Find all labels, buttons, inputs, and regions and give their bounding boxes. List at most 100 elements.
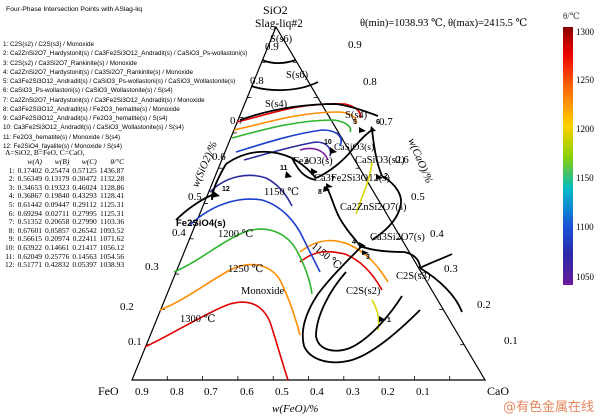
bottom-tick-label: 0.6 [240, 386, 254, 398]
boundary-s6 [261, 59, 297, 64]
legend-item: 8: Ca3Fe2Si3O12_Andradit(s) / Fe2O3_hema… [3, 105, 180, 113]
table-cell: 0.21417 [72, 242, 97, 252]
table-cell: 0.30472 [72, 174, 97, 184]
table-cell: 1436.87 [99, 165, 125, 175]
legend-item: 9: Ca3Fe2Si3O12_Andradit(s) / Fe2O3_hema… [3, 115, 168, 122]
colorbar-tick: 1200 [576, 124, 594, 134]
table-row: 1: 0.17402 0.25474 0.57125 1436.87 [5, 165, 127, 176]
isotherm-1050 [299, 147, 329, 161]
table-cell: 1125.31 [99, 199, 125, 209]
legend-item: 10: Ca3Fe2Si3O12_Andradit(s) / CaSiO3_Wo… [3, 124, 184, 132]
table-cell: 0.20974 [44, 234, 70, 244]
isotherm-1150 [189, 198, 321, 273]
isotherm-1300-outer [144, 301, 289, 381]
boundary-c2s-inner [315, 271, 403, 352]
table-row: 11: 0.62049 0.25776 0.14563 1054.56 [5, 251, 127, 262]
colorbar-tick: 1100 [576, 222, 594, 232]
table-row: 6: 0.69294 0.02711 0.27995 1125.31 [5, 208, 127, 219]
point-label: 12 [222, 186, 230, 193]
table-cell: 1038.93 [99, 260, 125, 270]
legend-item: 5: Ca3Fe2Si3O12_Andradit(s) / CaSiO3_Ps-… [3, 78, 236, 85]
left-tick-labels: 0.1 0.2 0.3 0.4 0.5 0.6 0.7 0.8 0.9 [120, 41, 279, 348]
component-definition: A=SiO2, B=FeO, C=CaO, [5, 148, 85, 157]
point-12-marker [211, 190, 220, 198]
point-2-marker [376, 174, 383, 180]
table-cell: 0.63922 [17, 242, 42, 252]
bottom-tick-label: 0.8 [170, 386, 184, 398]
boundary-12-left [175, 194, 213, 221]
boundary-c2s-s3 [419, 267, 463, 313]
phase-label: C2S(s2) [346, 286, 381, 297]
point-11-marker [285, 171, 292, 178]
point-label: 8 [318, 189, 322, 196]
colorbar-tick: 1050 [576, 272, 594, 282]
colorbar-tick: 1250 [576, 75, 594, 85]
phase-label: S(s6) [270, 34, 293, 45]
phase-label: C2S(s3) [396, 271, 431, 282]
isotherm-yellow-2 [371, 299, 380, 331]
boundary-wollastonite [371, 129, 383, 177]
boundary-s6-s4 [250, 81, 319, 91]
table-cell: 6: [8, 208, 15, 218]
isotherm-1300-right [299, 250, 383, 291]
isotherm-label: 1150 ℃ [264, 187, 299, 198]
watermark: @有色金属在线 [502, 400, 594, 415]
table-cell: 0.56615 [17, 234, 42, 244]
table-cell: 10: [5, 242, 15, 252]
right-tick-label: 0.7 [379, 116, 393, 128]
table-row: 9: 0.56615 0.20974 0.22411 1071.62 [5, 235, 127, 244]
point-label: 9 [305, 159, 309, 166]
table-cell: 0.13179 [44, 174, 70, 184]
point-5-marker [359, 127, 366, 133]
right-tick-label: 0.8 [363, 76, 377, 88]
point-1-marker [379, 316, 386, 322]
table-cell: 1128.86 [99, 182, 125, 192]
bottom-tick-label: 0.9 [135, 386, 149, 398]
isotherm-label: 1250 ℃ [228, 264, 264, 275]
point-label: 1 [387, 317, 391, 324]
phase-label: S(s4) [345, 110, 368, 121]
left-tick-label: 0.3 [145, 261, 159, 273]
table-cell: 0.43293 [72, 191, 97, 201]
table-cell: 9: [8, 234, 15, 244]
point-4-marker [359, 242, 366, 249]
bottom-axis-title: w(FeO)/% [272, 403, 318, 415]
table-cell: 1: [8, 165, 15, 175]
table-cell: 0.19840 [44, 191, 70, 201]
phase-label: CaSiO3(s) [334, 142, 374, 153]
point-10-marker [330, 147, 337, 154]
left-tick-label: 0.9 [265, 41, 279, 53]
legend-item: 3: C2S(s2) / Ca3Si2O7_Rankinite(s) / Mon… [3, 59, 138, 67]
left-tick-label: 0.1 [128, 336, 142, 348]
legend-item: 6: CaSiO3_Ps-wollastoni(s) / CaSiO3_Woll… [3, 87, 173, 95]
isotherm-1100 [209, 174, 293, 207]
phase-label: CaSiO3(s2) [355, 155, 405, 166]
point-9-marker [311, 168, 318, 175]
table-cell: 0.51352 [17, 217, 42, 227]
table-cell: 1071.62 [99, 234, 125, 244]
table-cell: 1103.36 [99, 217, 125, 227]
table-cell: 1125.31 [99, 208, 125, 218]
table-cell: 3: [8, 182, 15, 192]
point-3-marker [362, 250, 369, 255]
table-cell: 0.05857 [44, 225, 70, 235]
table-cell: 0.61442 [17, 199, 42, 209]
table-row: 2: 0.56349 0.13179 0.30472 1132.28 [5, 175, 127, 184]
phase-label: Monoxide [241, 286, 285, 297]
table-cell: 0.19323 [44, 182, 70, 192]
phase-label: Ca2ZnSi2O7(s) [340, 202, 407, 213]
vertex-right-label: CaO [487, 384, 509, 398]
table-cell: 0.67601 [17, 225, 42, 235]
legend-item: 1: C2S(s2) / C2S(s3) / Monoxide [3, 41, 94, 48]
table-header: w(C) [81, 157, 97, 166]
composition-table: A=SiO2, B=FeO, C=CaO, w(A) w(B) w(C) θ/°… [5, 148, 127, 270]
table-row: 7: 0.51352 0.20658 0.27990 1103.36 [5, 218, 127, 227]
table-cell: 0.25474 [44, 165, 70, 175]
colorbar-title: θ/℃ [563, 11, 580, 21]
table-cell: 11: [5, 251, 15, 261]
table-cell: 4: [8, 191, 15, 201]
table-cell: 0.25776 [44, 251, 70, 261]
point-label: 11 [280, 165, 288, 172]
phase-label: Ca3Si2O7(s) [370, 232, 425, 243]
